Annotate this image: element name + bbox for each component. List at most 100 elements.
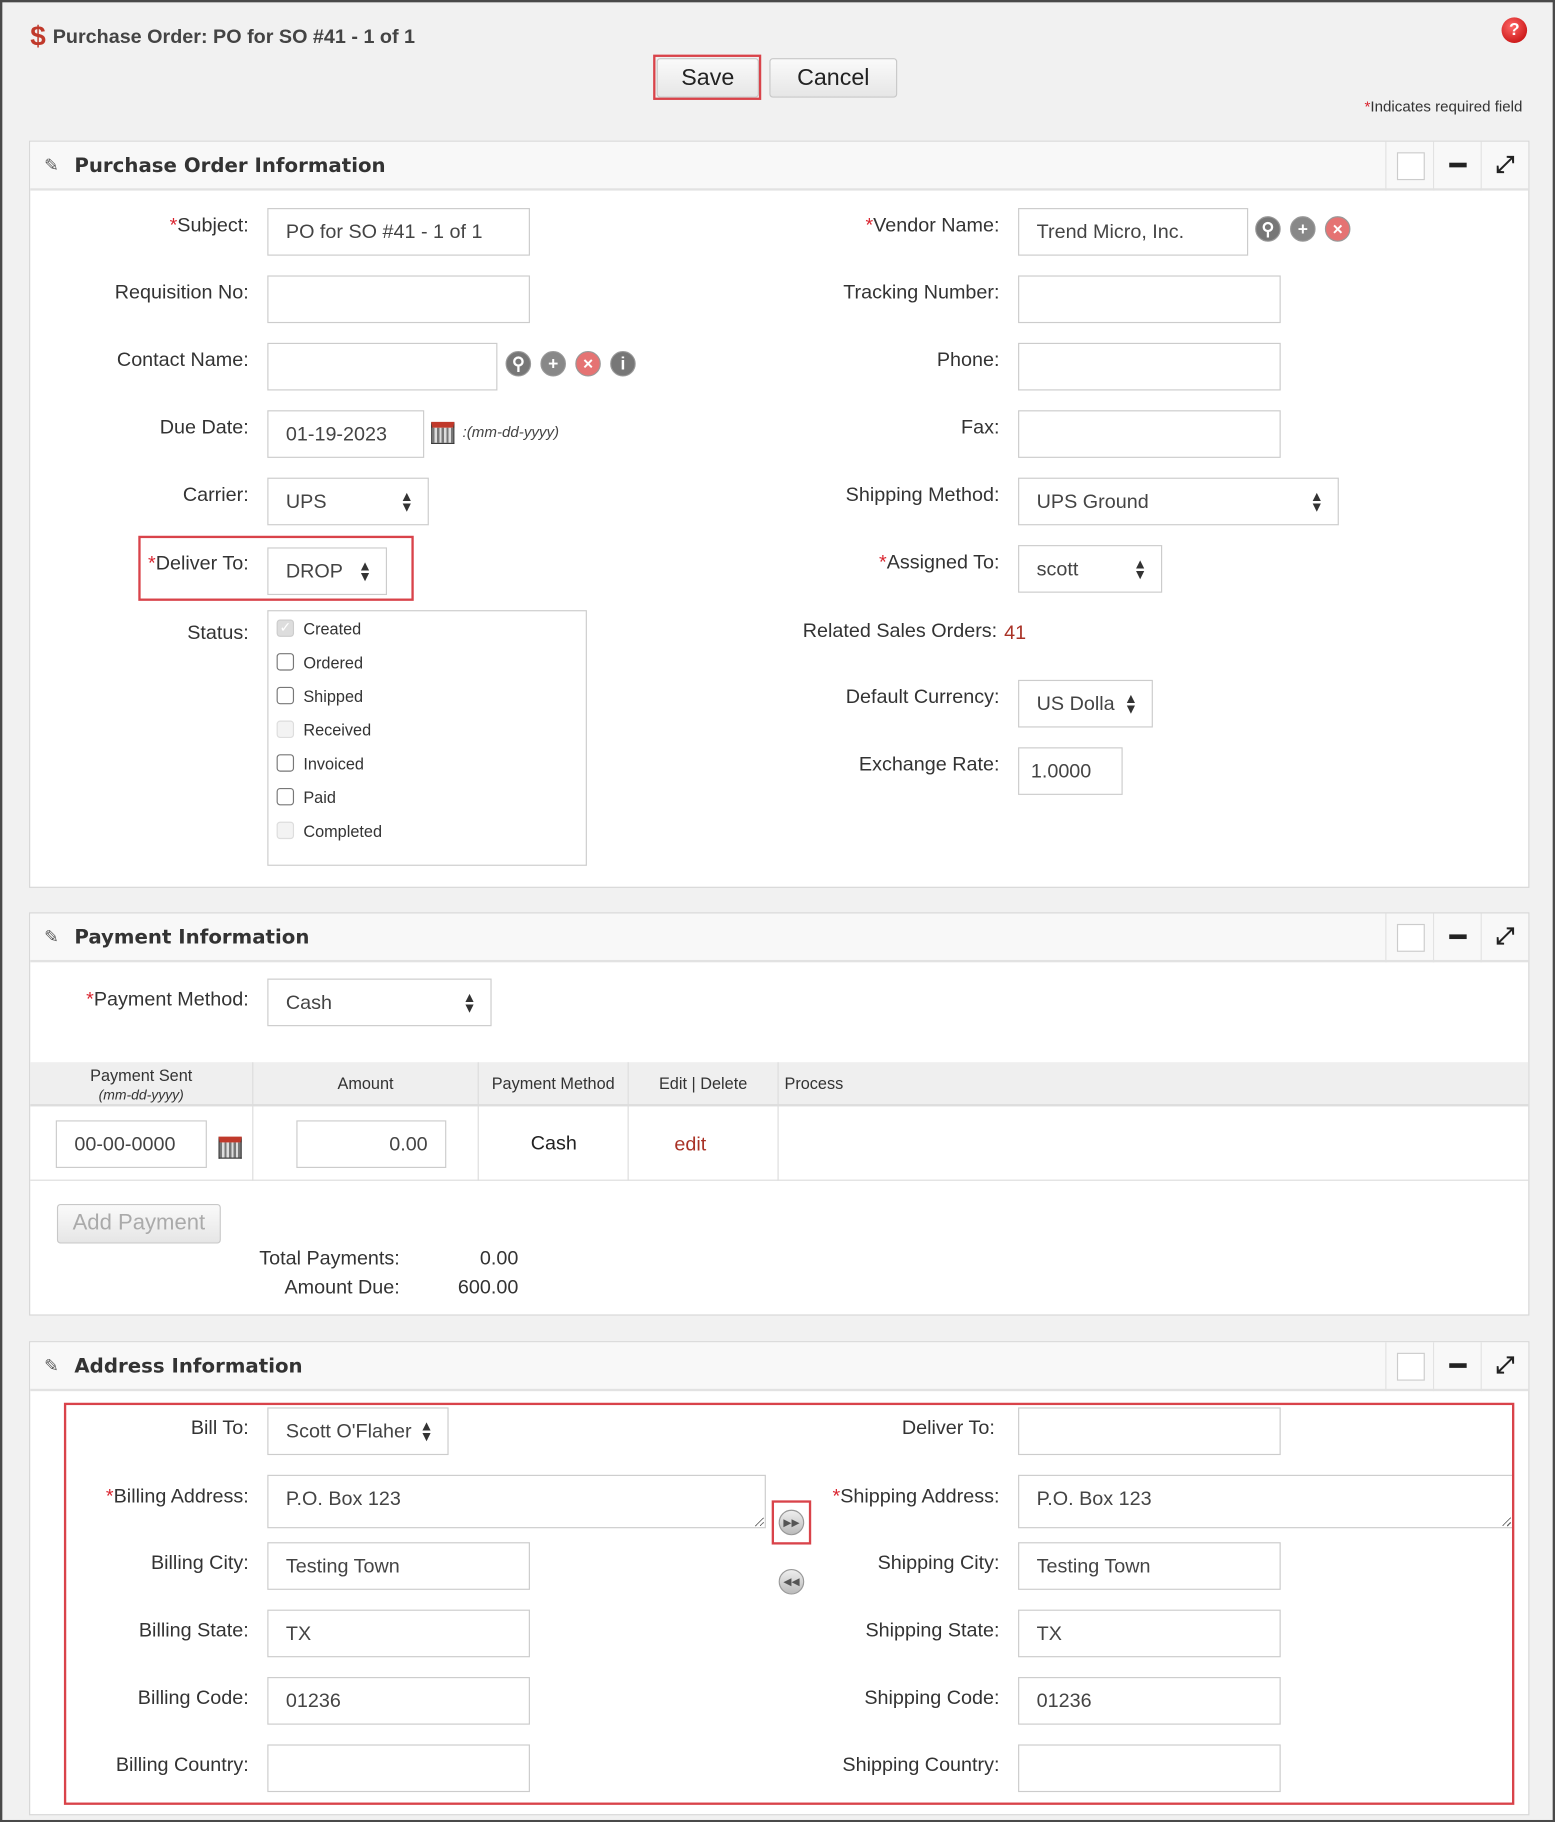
shipping-method-select[interactable]: UPS Ground ▲ ▼ [1018, 477, 1339, 526]
edit-icon: ✎ [44, 927, 59, 948]
table-header-row [30, 1062, 1529, 1107]
deliver-to-select[interactable]: DROP ▲ ▼ [267, 547, 388, 596]
table-cell [629, 1106, 779, 1181]
vendor-input[interactable]: Trend Micro, Inc. [1018, 208, 1249, 256]
status-option-label: Received [303, 720, 372, 740]
shipping-country-input[interactable] [1018, 1744, 1281, 1793]
status-label-text: Status: [187, 621, 249, 644]
add-icon[interactable]: + [1290, 216, 1316, 242]
expand-icon: ⤢ [1495, 152, 1515, 178]
currency-select[interactable]: US Dolla ▲ ▼ [1018, 679, 1153, 728]
panel-title: Address Information [74, 1355, 303, 1379]
select-panel-checkbox[interactable] [1385, 141, 1433, 191]
copy-shipping-to-billing-icon[interactable]: ◀◀ [778, 1568, 805, 1595]
status-checkbox-invoiced[interactable] [276, 754, 295, 772]
requisition-input[interactable] [267, 275, 530, 324]
clear-icon[interactable]: × [575, 350, 601, 377]
select-panel-checkbox[interactable] [1385, 1342, 1433, 1392]
shipping-state-label: Shipping State: [865, 1619, 999, 1642]
info-icon[interactable]: i [610, 350, 636, 377]
panel-header: ✎ Purchase Order Information ⤢ [30, 141, 1529, 191]
shipping-city-input[interactable]: Testing Town [1018, 1542, 1281, 1590]
copy-billing-to-shipping-icon[interactable]: ▶▶ [778, 1509, 805, 1536]
shipping-address-input[interactable]: P.O. Box 123 [1018, 1474, 1514, 1529]
status-option-label: Completed [303, 821, 383, 841]
amount-due-value: 600.00 [457, 1276, 519, 1299]
bill-to-value: Scott O'Flaher [285, 1420, 412, 1443]
subject-input[interactable] [267, 208, 530, 256]
add-payment-button[interactable]: Add Payment [56, 1204, 221, 1244]
collapse-button[interactable] [1432, 141, 1481, 191]
status-checkbox-paid[interactable] [276, 787, 295, 806]
contact-input[interactable] [267, 342, 498, 391]
billing-country-input[interactable] [267, 1744, 530, 1793]
tracking-label: Tracking Number: [843, 281, 999, 304]
up-down-arrow-icon: ▲ ▼ [1309, 488, 1324, 515]
status-checkbox-received [276, 720, 295, 738]
up-down-arrow-icon: ▲ ▼ [1133, 555, 1148, 583]
shipping-code-label: Shipping Code: [864, 1686, 999, 1709]
address-deliver-to-input[interactable] [1018, 1407, 1281, 1456]
column-header-text: Amount [337, 1073, 394, 1093]
required-note: *Indicates required field [1365, 98, 1523, 115]
shipping-method-label: Shipping Method: [846, 483, 1000, 506]
phone-label: Phone: [937, 349, 1000, 372]
calendar-icon[interactable] [218, 1136, 242, 1159]
status-checkbox-ordered[interactable] [276, 653, 295, 671]
due-date-input[interactable] [267, 410, 425, 458]
bill-to-select[interactable]: Scott O'Flaher ▲ ▼ [267, 1407, 449, 1456]
exchange-rate-input[interactable]: 1.0000 [1018, 747, 1123, 795]
edit-icon: ✎ [44, 155, 59, 176]
status-checkbox-created: ✓ [276, 619, 295, 637]
payment-amount-input[interactable] [296, 1120, 447, 1168]
expand-button[interactable]: ⤢ [1480, 913, 1529, 963]
contact-label-text: Contact Name: [116, 348, 249, 371]
column-header: Edit | Delete [629, 1062, 779, 1107]
column-header: Process [779, 1062, 1529, 1106]
tracking-input[interactable] [1018, 275, 1281, 324]
expand-button[interactable]: ⤢ [1480, 141, 1529, 191]
date-format-hint: :(mm-dd-yyyy) [462, 423, 560, 441]
column-header: Payment Sent (mm-dd-yyyy) [30, 1062, 254, 1107]
add-icon[interactable]: + [540, 350, 566, 377]
search-icon[interactable]: ⚲ [505, 350, 532, 377]
related-sales-orders-label: Related Sales Orders: [803, 619, 997, 642]
up-down-arrow-icon: ▲ ▼ [358, 557, 372, 585]
panel-header: ✎ Address Information ⤢ [30, 1342, 1529, 1392]
billing-address-input[interactable]: P.O. Box 123 [267, 1474, 766, 1529]
fax-input[interactable] [1018, 410, 1281, 458]
carrier-select[interactable]: UPS ▲ ▼ [267, 477, 429, 526]
shipping-state-input[interactable] [1018, 1609, 1281, 1658]
calendar-icon[interactable] [431, 421, 455, 444]
status-label: Status: [187, 622, 249, 645]
billing-country-label: Billing Country: [116, 1754, 249, 1777]
payment-date-input[interactable] [55, 1120, 207, 1168]
total-payments-label: Total Payments: [259, 1247, 400, 1270]
payment-method-select[interactable]: Cash ▲ ▼ [267, 978, 492, 1027]
required-mark: * [169, 213, 178, 236]
status-option-label: Invoiced [303, 754, 364, 773]
carrier-label: Carrier: [183, 483, 249, 506]
help-icon[interactable]: ? [1501, 17, 1528, 44]
select-panel-checkbox[interactable] [1385, 913, 1433, 963]
search-icon[interactable]: ⚲ [1255, 216, 1281, 242]
cancel-button[interactable]: Cancel [769, 58, 898, 98]
collapse-button[interactable] [1432, 1342, 1481, 1392]
billing-state-input[interactable] [267, 1609, 530, 1658]
up-down-arrow-icon: ▲ ▼ [399, 488, 414, 515]
assigned-to-select[interactable]: scott ▲ ▼ [1018, 545, 1163, 593]
clear-icon[interactable]: × [1324, 216, 1351, 242]
collapse-button[interactable] [1432, 913, 1481, 963]
billing-city-input[interactable]: Testing Town [267, 1542, 530, 1590]
bill-to-label: Bill To: [191, 1417, 249, 1440]
shipping-code-input[interactable] [1018, 1677, 1281, 1725]
expand-button[interactable]: ⤢ [1480, 1342, 1529, 1392]
save-button[interactable]: Save [656, 58, 759, 98]
phone-input[interactable] [1018, 342, 1281, 391]
billing-code-input[interactable] [267, 1677, 530, 1725]
related-sales-order-link[interactable]: 41 [1004, 621, 1027, 644]
edit-payment-link[interactable]: edit [674, 1133, 707, 1156]
payment-method-label-text: Payment Method: [93, 987, 249, 1010]
column-header: Amount [253, 1062, 479, 1107]
status-checkbox-shipped[interactable] [276, 686, 295, 705]
